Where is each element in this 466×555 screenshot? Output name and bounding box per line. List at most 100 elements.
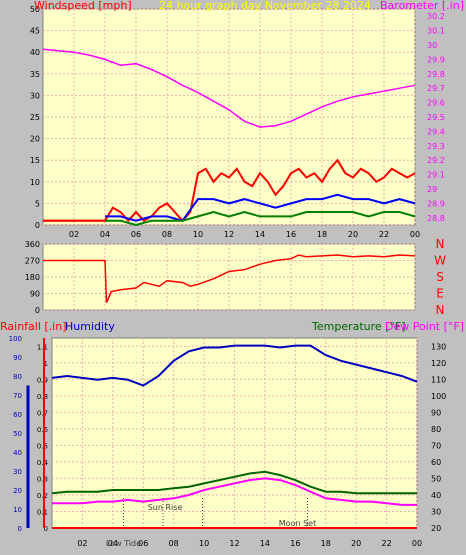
temperature-axis-label: Temperature [°F] bbox=[311, 320, 406, 333]
rain-tick-label: 0.5 bbox=[37, 442, 48, 450]
wind-tick-label: 40 bbox=[30, 48, 40, 57]
compass-label: N bbox=[436, 237, 445, 251]
baro-tick-label: 29.4 bbox=[427, 127, 445, 136]
wind-tick-label: 25 bbox=[30, 113, 40, 122]
wind-tick-label: 45 bbox=[30, 27, 40, 36]
baro-tick-label: 28.9 bbox=[427, 199, 445, 208]
wind-x-tick-label: 16 bbox=[286, 230, 296, 239]
temp-tick-label: 70 bbox=[431, 441, 441, 450]
humidity-axis-label: Humidity bbox=[65, 320, 115, 333]
temp-humidity-ticks: 0 0.1 0.2 0.3 0.4 0.5 0.6 0.7 0.8 0.9 1 1.1 0 10 20 30 4… bbox=[9, 335, 447, 548]
direction-tick-label: 0 bbox=[35, 306, 40, 315]
temp-tick-label: 40 bbox=[431, 491, 441, 500]
wind-tick-label: 30 bbox=[30, 91, 40, 100]
dewpoint-axis-label: Dew Point [°F] bbox=[385, 320, 464, 333]
humidity-line bbox=[51, 344, 418, 387]
temp-x-tick-label: 10 bbox=[199, 539, 209, 548]
dewpoint-line bbox=[52, 477, 417, 506]
temp-x-tick-label: 06 bbox=[138, 539, 148, 548]
wind-tick-label: 5 bbox=[35, 199, 40, 208]
temp-x-tick-label: 08 bbox=[169, 539, 179, 548]
rain-tick-label: 0.2 bbox=[37, 492, 48, 500]
wind-x-tick-label: 02 bbox=[69, 230, 79, 239]
temp-tick-label: 30 bbox=[431, 507, 441, 516]
temp-x-tick-label: 20 bbox=[351, 539, 361, 548]
compass-label: N bbox=[436, 303, 445, 317]
graph-date-title: 24 hour graph day November 28 2024 bbox=[159, 0, 371, 12]
temp-x-tick-label: 14 bbox=[260, 539, 270, 548]
direction-series bbox=[43, 254, 416, 303]
rain-tick-label: 0.1 bbox=[37, 508, 48, 516]
wind-tick-label: 50 bbox=[30, 5, 40, 14]
compass-label: W bbox=[434, 254, 446, 268]
direction-tick-label: 270 bbox=[25, 257, 40, 266]
baro-tick-label: 29.5 bbox=[427, 113, 445, 122]
baro-tick-label: 29.9 bbox=[427, 55, 445, 64]
direction-tick-label: 360 bbox=[25, 240, 40, 249]
temp-x-tick-label: 02 bbox=[77, 539, 87, 548]
direction-line bbox=[43, 254, 416, 303]
baro-tick-label: 28.8 bbox=[427, 214, 445, 223]
rain-tick-label: 0.8 bbox=[37, 393, 48, 401]
temp-tick-label: 50 bbox=[431, 474, 441, 483]
temp-tick-label: 60 bbox=[431, 458, 441, 467]
temp-humidity-series bbox=[51, 344, 418, 529]
direction-tick-label: 90 bbox=[30, 290, 40, 299]
temp-tick-label: 110 bbox=[431, 375, 446, 384]
rain-tick-label: 0.6 bbox=[37, 426, 49, 434]
wind-x-tick-label: 20 bbox=[348, 230, 358, 239]
baro-tick-label: 29.8 bbox=[427, 70, 445, 79]
humidity-tick-label: 40 bbox=[13, 449, 22, 457]
wind-x-tick-label: 10 bbox=[193, 230, 203, 239]
wind-x-tick-label: 08 bbox=[162, 230, 172, 239]
barometer-line bbox=[42, 48, 416, 128]
wind-tick-label: 10 bbox=[30, 178, 40, 187]
wind-x-tick-label: 18 bbox=[317, 230, 327, 239]
baro-tick-label: 29.3 bbox=[427, 142, 445, 151]
wind-tick-label: 35 bbox=[30, 70, 40, 79]
humidity-tick-label: 80 bbox=[13, 373, 22, 381]
compass-label: E bbox=[436, 287, 444, 301]
wind-x-tick-label: 22 bbox=[379, 230, 389, 239]
temp-humidity-panel: 0 0.1 0.2 0.3 0.4 0.5 0.6 0.7 0.8 0.9 1 1.1 0 10 20 30 4… bbox=[0, 320, 464, 548]
moon-set-label: Moon Set bbox=[279, 519, 316, 528]
wind-tick-label: 20 bbox=[30, 135, 40, 144]
barometer-axis-label: Barometer [.in] bbox=[380, 0, 464, 12]
baro-tick-label: 29.2 bbox=[427, 156, 445, 165]
wind-baro-grid bbox=[43, 8, 416, 226]
temp-tick-label: 100 bbox=[431, 392, 446, 401]
wind-x-tick-label: 04 bbox=[100, 230, 110, 239]
baro-tick-label: 29.1 bbox=[427, 171, 445, 180]
baro-tick-label: 29.7 bbox=[427, 84, 445, 93]
temp-tick-label: 90 bbox=[431, 408, 441, 417]
temp-tick-label: 20 bbox=[431, 524, 441, 533]
temp-x-tick-label: 18 bbox=[321, 539, 331, 548]
rain-tick-label: 1.1 bbox=[37, 343, 48, 351]
humidity-tick-label: 10 bbox=[13, 506, 22, 514]
humidity-tick-label: 70 bbox=[13, 392, 22, 400]
wind-x-tick-label: 00 bbox=[410, 230, 420, 239]
wind-blue-line bbox=[105, 193, 416, 222]
temperature-line bbox=[51, 470, 417, 495]
wind-baro-series bbox=[42, 48, 416, 227]
sun-rise-label: Sun Rise bbox=[148, 503, 183, 512]
temp-x-tick-label: 16 bbox=[290, 539, 300, 548]
baro-tick-label: 30 bbox=[427, 41, 437, 50]
direction-tick-label: 180 bbox=[25, 273, 40, 282]
wind-baro-panel: 0 5 10 15 20 25 30 35 40 45 50 28.8 28.9 29 29.1 29.2 29… bbox=[30, 0, 464, 239]
compass-label: S bbox=[436, 270, 444, 284]
wind-x-tick-label: 06 bbox=[131, 230, 141, 239]
humidity-tick-label: 0 bbox=[18, 525, 22, 533]
wind-green-line bbox=[105, 210, 416, 227]
humidity-tick-label: 20 bbox=[13, 487, 22, 495]
humidity-tick-label: 60 bbox=[13, 411, 22, 419]
humidity-tick-label: 30 bbox=[13, 468, 22, 476]
temp-x-tick-label: 04 bbox=[108, 539, 118, 548]
rain-tick-label: 0.3 bbox=[37, 475, 48, 483]
temp-tick-label: 130 bbox=[431, 342, 446, 351]
wind-tick-label: 0 bbox=[35, 221, 40, 230]
temp-x-tick-label: 12 bbox=[229, 539, 239, 548]
